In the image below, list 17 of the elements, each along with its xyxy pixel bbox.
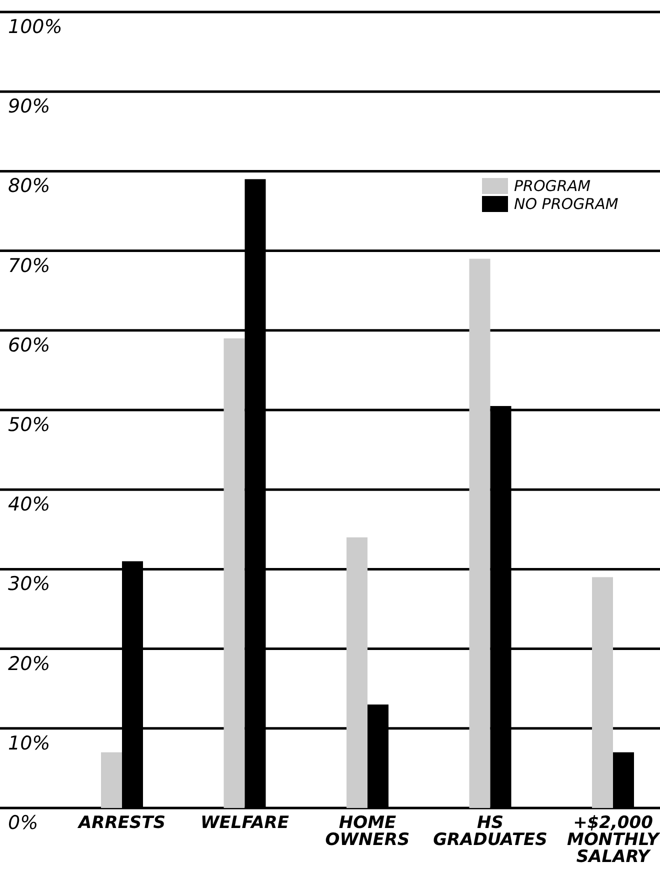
y-tick-label: 40% (8, 494, 50, 516)
legend-label: NO PROGRAM (514, 195, 618, 213)
y-tick-label: 90% (8, 96, 50, 118)
x-tick-label: HOME OWNERS (325, 813, 410, 850)
y-tick-label: 60% (8, 334, 50, 356)
y-tick-label: 80% (8, 175, 50, 198)
y-tick-label: 20% (8, 652, 50, 675)
y-tick-label: 30% (8, 573, 50, 596)
legend-label: PROGRAM (514, 177, 591, 195)
x-tick-label: ARRESTS (76, 813, 166, 833)
y-tick-label: 50% (8, 414, 50, 436)
y-tick-label: 0% (8, 812, 38, 834)
y-tick-label: 100% (8, 16, 62, 38)
y-tick-label: 10% (8, 732, 50, 754)
x-tick-label: WELFARE (200, 813, 290, 833)
y-tick-label: 70% (8, 254, 50, 277)
x-tick-label: HS GRADUATES (433, 813, 548, 850)
